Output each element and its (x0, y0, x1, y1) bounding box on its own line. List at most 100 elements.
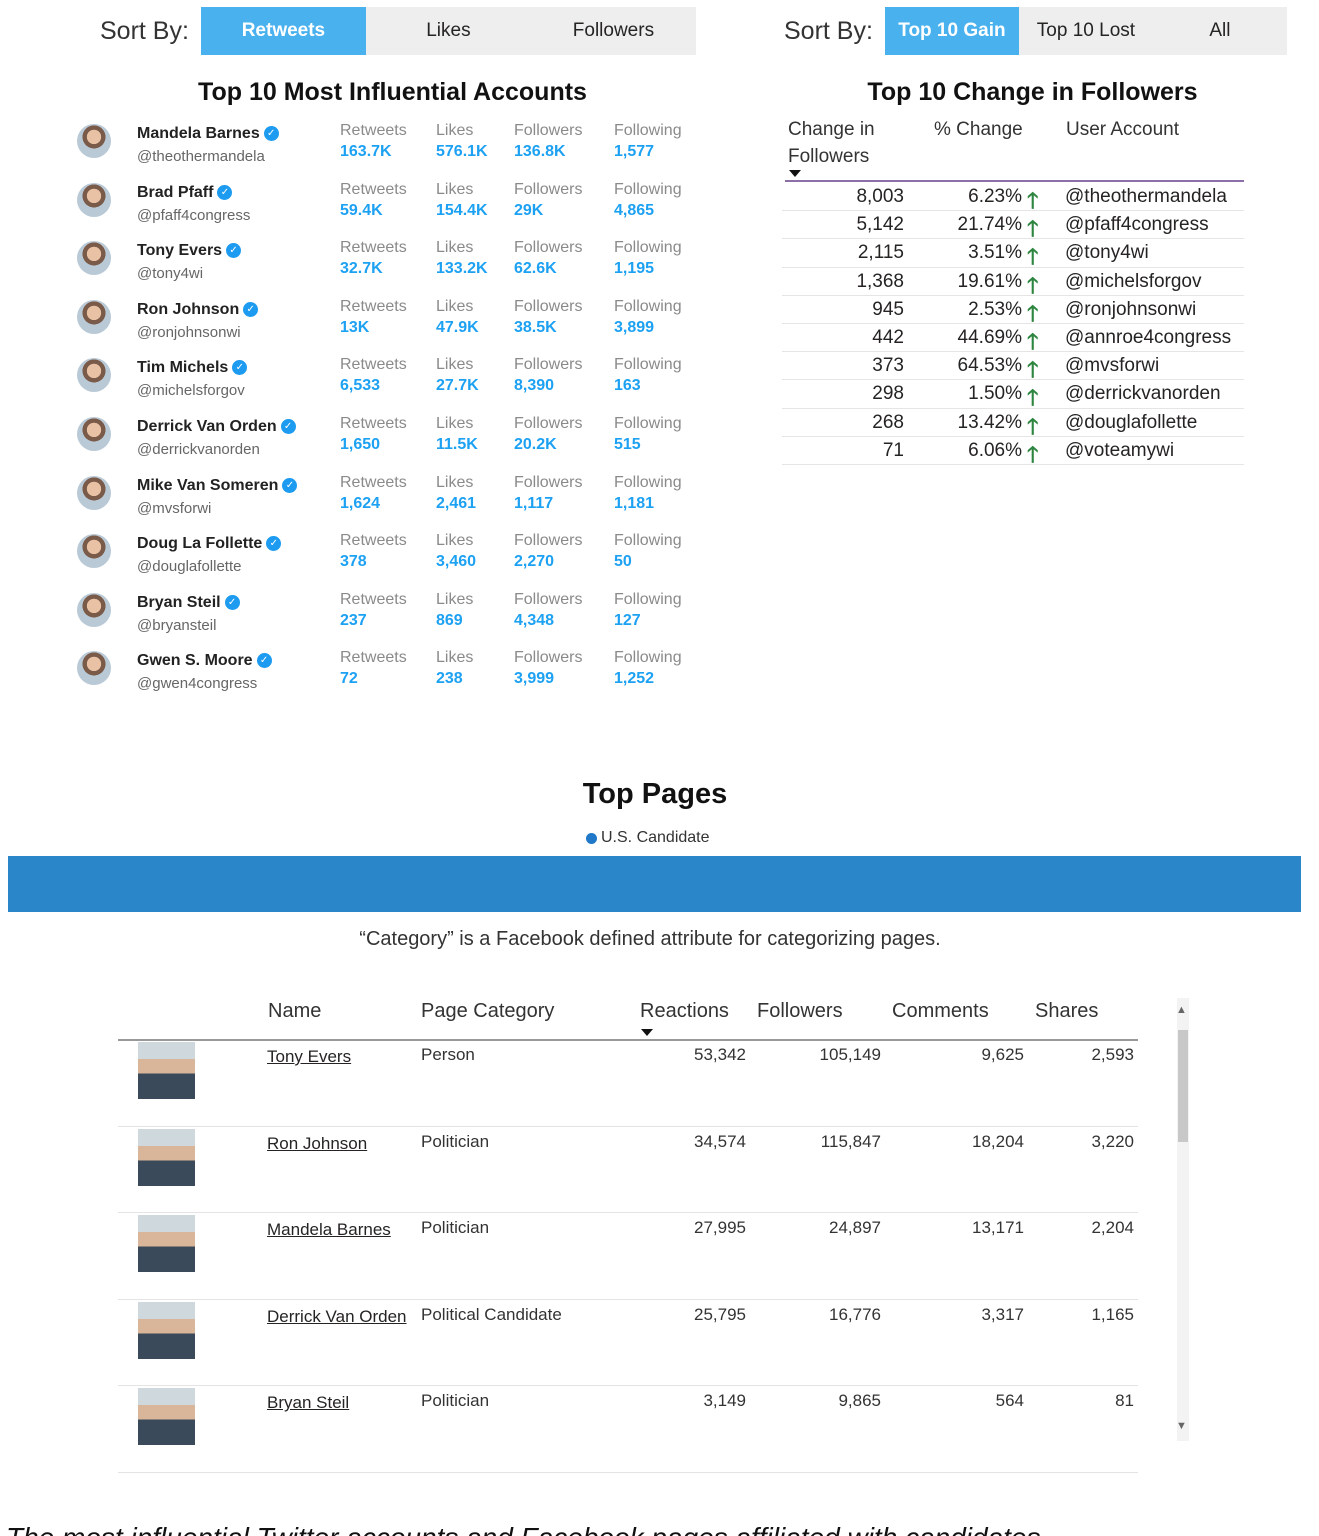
col-header-name[interactable]: Name (268, 1000, 322, 1022)
avatar[interactable] (77, 592, 111, 627)
col-header-page-category[interactable]: Page Category (421, 1000, 555, 1022)
col-header-followers[interactable]: Followers (757, 1000, 843, 1022)
account-name[interactable]: Mandela Barnes ✓ (137, 125, 279, 143)
metric-value: 1,252 (614, 670, 655, 688)
metric-following: Following 4,865 (614, 181, 682, 220)
avatar[interactable] (77, 475, 111, 510)
header-user-account[interactable]: User Account (1066, 119, 1179, 140)
sort-followers-button[interactable]: Followers (572, 20, 655, 41)
account-handle[interactable]: @michelsforgov (137, 382, 245, 400)
page-name-link[interactable]: Bryan Steil (267, 1393, 350, 1413)
change-value: 373 (872, 355, 904, 377)
page-name-link[interactable]: Derrick Van Orden (267, 1306, 407, 1326)
account-handle[interactable]: @bryansteil (137, 616, 217, 634)
account-handle[interactable]: @mvsforwi (137, 499, 212, 517)
account-name[interactable]: Bryan Steil ✓ (137, 594, 240, 612)
metric-followers: Followers 136.8K (514, 122, 582, 161)
metric-value: 47.9K (436, 318, 479, 336)
top-pages-legend[interactable]: U.S. Candidate (586, 829, 710, 847)
change-value: 1,368 (856, 270, 904, 292)
up-arrow-icon: 🡑 (1027, 216, 1039, 242)
account-handle[interactable]: @pfaff4congress (137, 206, 251, 224)
header-percent-change[interactable]: % Change (934, 119, 1023, 140)
metric-label: Retweets (340, 180, 407, 198)
header-divider (785, 180, 1244, 182)
col-header-reactions[interactable]: Reactions (640, 1000, 729, 1022)
metric-label: Following (614, 532, 682, 550)
account-name[interactable]: Ron Johnson ✓ (137, 300, 259, 319)
metric-value: 2,270 (514, 553, 555, 571)
account-name[interactable]: Gwen S. Moore ✓ (137, 652, 272, 670)
page-name-link[interactable]: Tony Evers (267, 1047, 352, 1066)
table-row: 71 6.06% 🡑 @voteamywi (782, 437, 1244, 467)
scroll-down-icon[interactable]: ▼ (1176, 1420, 1187, 1432)
metric-followers: Followers 2,270 (514, 532, 582, 571)
verified-badge-icon: ✓ (266, 536, 282, 552)
col-header-shares[interactable]: Shares (1035, 1000, 1099, 1022)
account-handle[interactable]: @tony4wi (137, 265, 204, 283)
us-candidate-bar[interactable] (8, 856, 1301, 912)
account-name[interactable]: Mike Van Someren ✓ (137, 477, 298, 495)
sort-top10-gain-button[interactable]: Top 10 Gain (884, 7, 1019, 55)
sort-all-button[interactable]: All (1209, 20, 1231, 41)
change-value: 2,115 (857, 242, 904, 264)
header-change-in-followers[interactable]: Change in Followers (788, 119, 875, 167)
avatar[interactable] (77, 241, 111, 276)
metric-value: 1,117 (514, 494, 554, 512)
shares-value: 1,165 (1091, 1304, 1134, 1324)
change-value: 8,003 (856, 186, 904, 207)
account-handle[interactable]: @theothermandela (137, 148, 265, 165)
avatar[interactable] (77, 124, 111, 158)
comments-value: 564 (995, 1391, 1024, 1411)
legend-dot-icon (586, 832, 597, 844)
metric-label: Likes (436, 532, 474, 550)
account-handle[interactable]: @gwen4congress (137, 675, 258, 693)
metric-likes: Likes 133.2K (436, 239, 488, 278)
sort-by-change-bar: Sort By: Top 10 Gain Top 10 Lost All (784, 7, 1287, 55)
avatar[interactable] (77, 534, 111, 569)
percent-change: 19.61% (957, 270, 1022, 292)
avatar[interactable] (77, 358, 111, 393)
account-handle[interactable]: @derrickvanorden (137, 440, 260, 458)
avatar[interactable] (77, 182, 111, 217)
account-handle[interactable]: @douglafollette (137, 558, 242, 576)
page-name-link[interactable]: Ron Johnson (267, 1133, 368, 1153)
col-header-comments[interactable]: Comments (892, 1000, 989, 1022)
avatar[interactable] (77, 651, 111, 686)
account-name[interactable]: Tony Evers ✓ (137, 242, 242, 260)
sort-retweets-button[interactable]: Retweets (200, 7, 366, 55)
page-category: Person (421, 1045, 475, 1064)
scroll-up-icon[interactable]: ▲ (1176, 1004, 1187, 1016)
metric-following: Following 1,577 (614, 122, 682, 161)
table-header-divider (118, 1039, 1138, 1041)
avatar[interactable] (77, 416, 111, 451)
category-note: “Category” is a Facebook defined attribu… (359, 928, 941, 950)
avatar[interactable] (77, 299, 111, 334)
account-handle[interactable]: @ronjohnsonwi (137, 323, 241, 341)
account-name[interactable]: Tim Michels ✓ (137, 359, 248, 377)
metric-value: 237 (340, 611, 367, 629)
metric-label: Followers (514, 590, 583, 608)
account-row: Tim Michels ✓ @michelsforgov Retweets 6,533 L… (74, 352, 714, 411)
change-value: 5,142 (856, 214, 904, 236)
account-name[interactable]: Derrick Van Orden ✓ (137, 418, 296, 436)
scrollbar-thumb[interactable] (1178, 1030, 1188, 1142)
sort-likes-button[interactable]: Likes (426, 20, 471, 41)
up-arrow-icon: 🡑 (1027, 244, 1039, 270)
followers-value: 9,865 (838, 1391, 881, 1411)
metric-retweets: Retweets 32.7K (340, 239, 407, 278)
account-name[interactable]: Doug La Follette ✓ (137, 535, 282, 553)
metric-label: Followers (514, 532, 583, 550)
influential-accounts-title: Top 10 Most Influential Accounts (198, 78, 587, 106)
account-name-text: Ron Johnson (137, 300, 240, 318)
metric-value: 4,348 (514, 611, 555, 629)
metric-following: Following 1,252 (614, 649, 682, 688)
account-name[interactable]: Brad Pfaff ✓ (137, 184, 233, 202)
metric-following: Following 1,181 (614, 474, 682, 513)
metric-retweets: Retweets 1,624 (340, 474, 407, 513)
sort-top10-lost-button[interactable]: Top 10 Lost (1036, 20, 1136, 41)
page-category: Politician (421, 1391, 490, 1411)
metric-value: 1,195 (614, 260, 655, 278)
sort-metric-segmented-control: Retweets Likes Followers (200, 7, 696, 55)
page-name-link[interactable]: Mandela Barnes (267, 1220, 391, 1240)
